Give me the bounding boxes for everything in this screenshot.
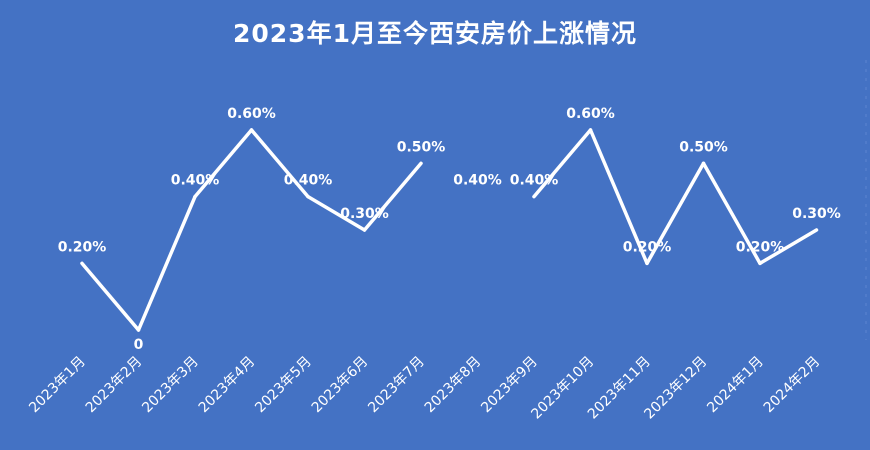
x-axis-tick-labels: 2023年1月2023年2月2023年3月2023年4月2023年5月2023年…: [26, 354, 823, 423]
data-labels: 0.20% 0 0.40% 0.60% 0.40% 0.30% 0.50% 0.40% 0.40…: [58, 106, 841, 353]
series-line-segment: [306, 194, 367, 232]
chart-title: 2023年1月至今西安房价上涨情况: [233, 19, 637, 48]
drop-lines: [81, 130, 818, 345]
data-label: 0.30%: [792, 206, 841, 222]
x-tick-label: 2023年7月: [365, 354, 428, 417]
series-line-segment: [758, 228, 819, 266]
series-line-segment: [362, 161, 423, 232]
data-label: 0.40%: [510, 173, 559, 189]
data-label: 0.20%: [736, 239, 785, 255]
data-label: 0.50%: [679, 139, 728, 155]
data-label: 0.20%: [623, 239, 672, 255]
series-line: [80, 128, 819, 332]
series-line-segment: [193, 128, 254, 199]
data-label: 0: [134, 337, 144, 353]
x-tick-label: 2024年1月: [704, 354, 767, 417]
data-label: 0.40%: [284, 173, 333, 189]
x-tick-label: 2023年1月: [26, 354, 89, 417]
series-line-segment: [80, 261, 141, 332]
data-label: 0.40%: [171, 173, 220, 189]
series-line-segment: [701, 161, 762, 266]
x-tick-label: 2023年5月: [252, 354, 315, 417]
x-tick-label: 2024年2月: [761, 354, 824, 417]
series-line-segment: [249, 128, 310, 199]
data-label: 0.30%: [340, 206, 389, 222]
x-tick-label: 2023年6月: [309, 354, 372, 417]
data-label: 0.60%: [566, 106, 615, 122]
data-label: 0.40%: [453, 173, 502, 189]
x-tick-label: 2023年3月: [139, 354, 202, 417]
x-tick-label: 2023年2月: [83, 354, 146, 417]
series-line-segment: [588, 128, 649, 266]
series-line-segment: [136, 194, 197, 332]
x-tick-label: 2023年4月: [196, 354, 259, 417]
series-line-segment: [645, 161, 706, 266]
x-tick-label: 2023年8月: [422, 354, 485, 417]
data-label: 0.50%: [397, 139, 446, 155]
data-label: 0.20%: [58, 239, 107, 255]
data-label: 0.60%: [227, 106, 276, 122]
series-line-segment: [532, 128, 593, 199]
